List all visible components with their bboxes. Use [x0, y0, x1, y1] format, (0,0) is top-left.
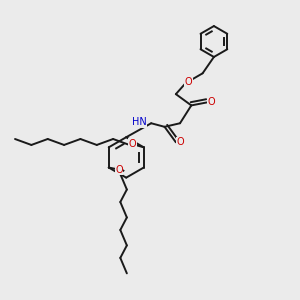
Text: O: O [176, 137, 184, 147]
Text: O: O [115, 165, 123, 175]
Text: O: O [207, 98, 215, 107]
Text: O: O [184, 76, 192, 87]
Text: HN: HN [132, 117, 147, 127]
Text: O: O [129, 139, 136, 149]
